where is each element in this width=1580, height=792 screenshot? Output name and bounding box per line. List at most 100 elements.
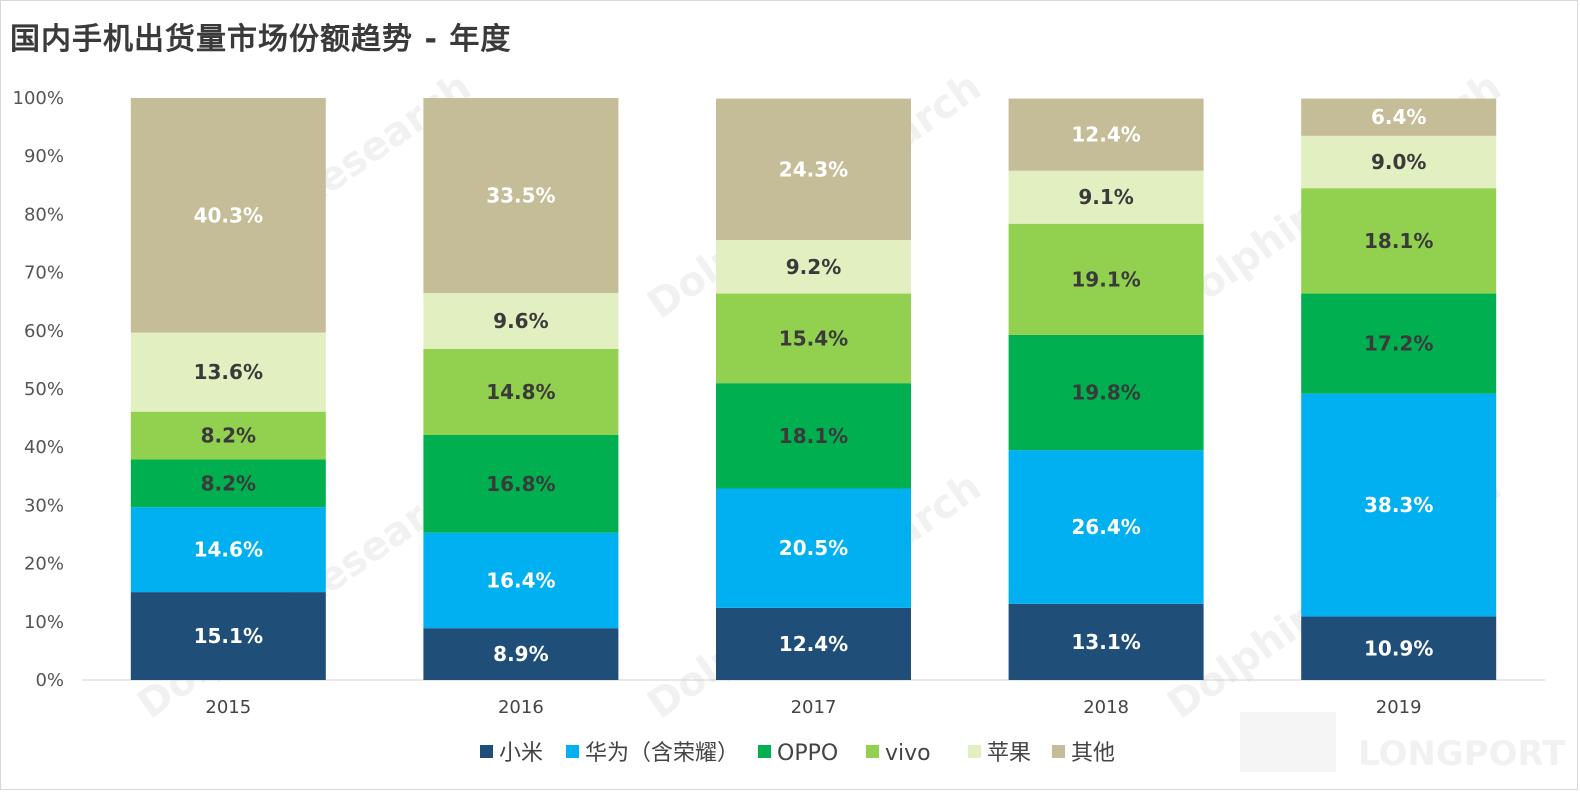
legend-label: 华为（含荣耀） xyxy=(585,741,739,766)
legend-label: vivo xyxy=(885,741,931,766)
data-label-vivo: 8.2% xyxy=(201,424,256,448)
bar-segment-apple xyxy=(130,332,326,412)
bar-segment-vivo xyxy=(423,348,619,435)
y-tick-label: 80% xyxy=(24,204,64,225)
x-tick-label: 2017 xyxy=(791,697,837,718)
legend-label: 其他 xyxy=(1071,741,1115,766)
data-label-oppo: 8.2% xyxy=(201,471,256,495)
data-label-vivo: 14.8% xyxy=(486,380,555,404)
data-label-xiaomi: 15.1% xyxy=(194,624,263,648)
x-tick-label: 2019 xyxy=(1376,697,1422,718)
bar-segment-apple xyxy=(716,240,911,294)
bars-layer: 15.1% 14.6% 8.2% 8.2% 13.6% 40.3% 8.9% 16.4% 16.… xyxy=(130,98,1497,680)
watermark-logo-icon xyxy=(1240,712,1336,772)
data-label-huawei: 14.6% xyxy=(194,538,263,562)
legend-swatch xyxy=(968,745,981,758)
bar-segment-other xyxy=(1008,98,1204,171)
bar-segment-vivo xyxy=(130,411,326,460)
y-tick-label: 100% xyxy=(13,88,64,109)
bar-segment-vivo xyxy=(1301,188,1497,294)
data-label-apple: 9.2% xyxy=(786,255,841,279)
legend-swatch xyxy=(480,745,493,758)
bar-segment-other xyxy=(423,98,619,293)
bar-segment-other xyxy=(716,98,911,241)
legend-label: OPPO xyxy=(777,741,838,766)
bar-stack-2016: 8.9% 16.4% 16.8% 14.8% 9.6% 33.5% xyxy=(423,98,619,680)
legend-item-xiaomi: 小米 xyxy=(480,741,543,766)
bar-stack-2015: 15.1% 14.6% 8.2% 8.2% 13.6% 40.3% xyxy=(130,98,326,680)
data-label-huawei: 20.5% xyxy=(779,536,848,560)
bar-segment-oppo xyxy=(130,459,326,508)
data-label-oppo: 16.8% xyxy=(486,472,555,496)
bar-stack-2017: 12.4% 20.5% 18.1% 15.4% 9.2% 24.3% xyxy=(716,98,911,680)
y-tick-label: 20% xyxy=(24,554,64,575)
data-label-apple: 13.6% xyxy=(194,360,263,384)
legend-item-huawei: 华为（含荣耀） xyxy=(566,741,739,766)
data-label-apple: 9.6% xyxy=(493,309,548,333)
data-label-vivo: 18.1% xyxy=(1364,229,1433,253)
legend-label: 小米 xyxy=(499,741,543,766)
data-label-huawei: 26.4% xyxy=(1071,515,1140,539)
legend-item-vivo: vivo xyxy=(866,741,931,766)
data-label-vivo: 19.1% xyxy=(1071,267,1140,291)
bar-stack-2018: 13.1% 26.4% 19.8% 19.1% 9.1% 12.4% xyxy=(1008,98,1204,680)
x-tick-label: 2016 xyxy=(498,697,544,718)
y-tick-label: 10% xyxy=(24,612,64,633)
y-tick-label: 0% xyxy=(35,670,64,691)
data-label-huawei: 16.4% xyxy=(486,568,555,592)
bar-segment-vivo xyxy=(1008,223,1204,335)
data-label-xiaomi: 12.4% xyxy=(779,632,848,656)
bar-segment-huawei xyxy=(130,507,326,593)
data-label-apple: 9.0% xyxy=(1371,150,1426,174)
bar-segment-xiaomi xyxy=(130,592,326,680)
legend-swatch xyxy=(566,745,579,758)
legend-swatch xyxy=(758,745,771,758)
bar-segment-xiaomi xyxy=(1008,603,1204,680)
x-tick-label: 2018 xyxy=(1083,697,1129,718)
bar-segment-xiaomi xyxy=(423,628,619,680)
bar-segment-apple xyxy=(423,292,619,349)
data-label-huawei: 38.3% xyxy=(1364,493,1433,517)
bar-segment-huawei xyxy=(1008,450,1204,604)
chart-title: 国内手机出货量市场份额趋势 - 年度 xyxy=(10,22,512,57)
legend-item-other: 其他 xyxy=(1052,741,1115,766)
bar-segment-oppo xyxy=(716,383,911,489)
y-tick-label: 70% xyxy=(24,263,64,284)
legend-swatch xyxy=(866,745,879,758)
legend: 小米 华为（含荣耀） OPPO vivo 苹果 其他 xyxy=(480,741,1115,766)
data-label-other: 24.3% xyxy=(779,157,848,181)
y-tick-label: 30% xyxy=(24,495,64,516)
legend-label: 苹果 xyxy=(987,741,1031,766)
y-tick-label: 50% xyxy=(24,379,64,400)
data-label-other: 33.5% xyxy=(486,183,555,207)
legend-swatch xyxy=(1052,745,1065,758)
data-label-oppo: 17.2% xyxy=(1364,332,1433,356)
bar-segment-huawei xyxy=(1301,393,1497,617)
bar-segment-apple xyxy=(1008,170,1204,224)
data-label-other: 40.3% xyxy=(194,203,263,227)
data-label-oppo: 18.1% xyxy=(779,424,848,448)
data-label-oppo: 19.8% xyxy=(1071,380,1140,404)
bar-segment-other xyxy=(130,98,326,333)
y-axis: 0% 10% 20% 30% 40% 50% 60% 70% 80% 90% 100% xyxy=(13,88,1545,691)
y-tick-label: 40% xyxy=(24,437,64,458)
y-tick-label: 90% xyxy=(24,146,64,167)
bar-segment-xiaomi xyxy=(1301,616,1497,680)
data-label-other: 12.4% xyxy=(1071,123,1140,147)
bar-segment-huawei xyxy=(423,532,619,629)
bar-segment-oppo xyxy=(423,434,619,533)
x-axis: 2015 2016 2017 2018 2019 xyxy=(205,697,1421,718)
bar-segment-oppo xyxy=(1301,293,1497,394)
legend-item-apple: 苹果 xyxy=(968,741,1031,766)
bar-segment-huawei xyxy=(716,488,911,608)
data-label-apple: 9.1% xyxy=(1078,185,1133,209)
legend-item-oppo: OPPO xyxy=(758,741,838,766)
bar-segment-vivo xyxy=(716,293,911,384)
data-label-other: 6.4% xyxy=(1371,105,1426,129)
data-label-xiaomi: 10.9% xyxy=(1364,636,1433,660)
bar-stack-2019: 10.9% 38.3% 17.2% 18.1% 9.0% 6.4% xyxy=(1301,98,1497,680)
watermark-brand: LONGPORT xyxy=(1358,734,1566,774)
bar-segment-xiaomi xyxy=(716,607,911,680)
